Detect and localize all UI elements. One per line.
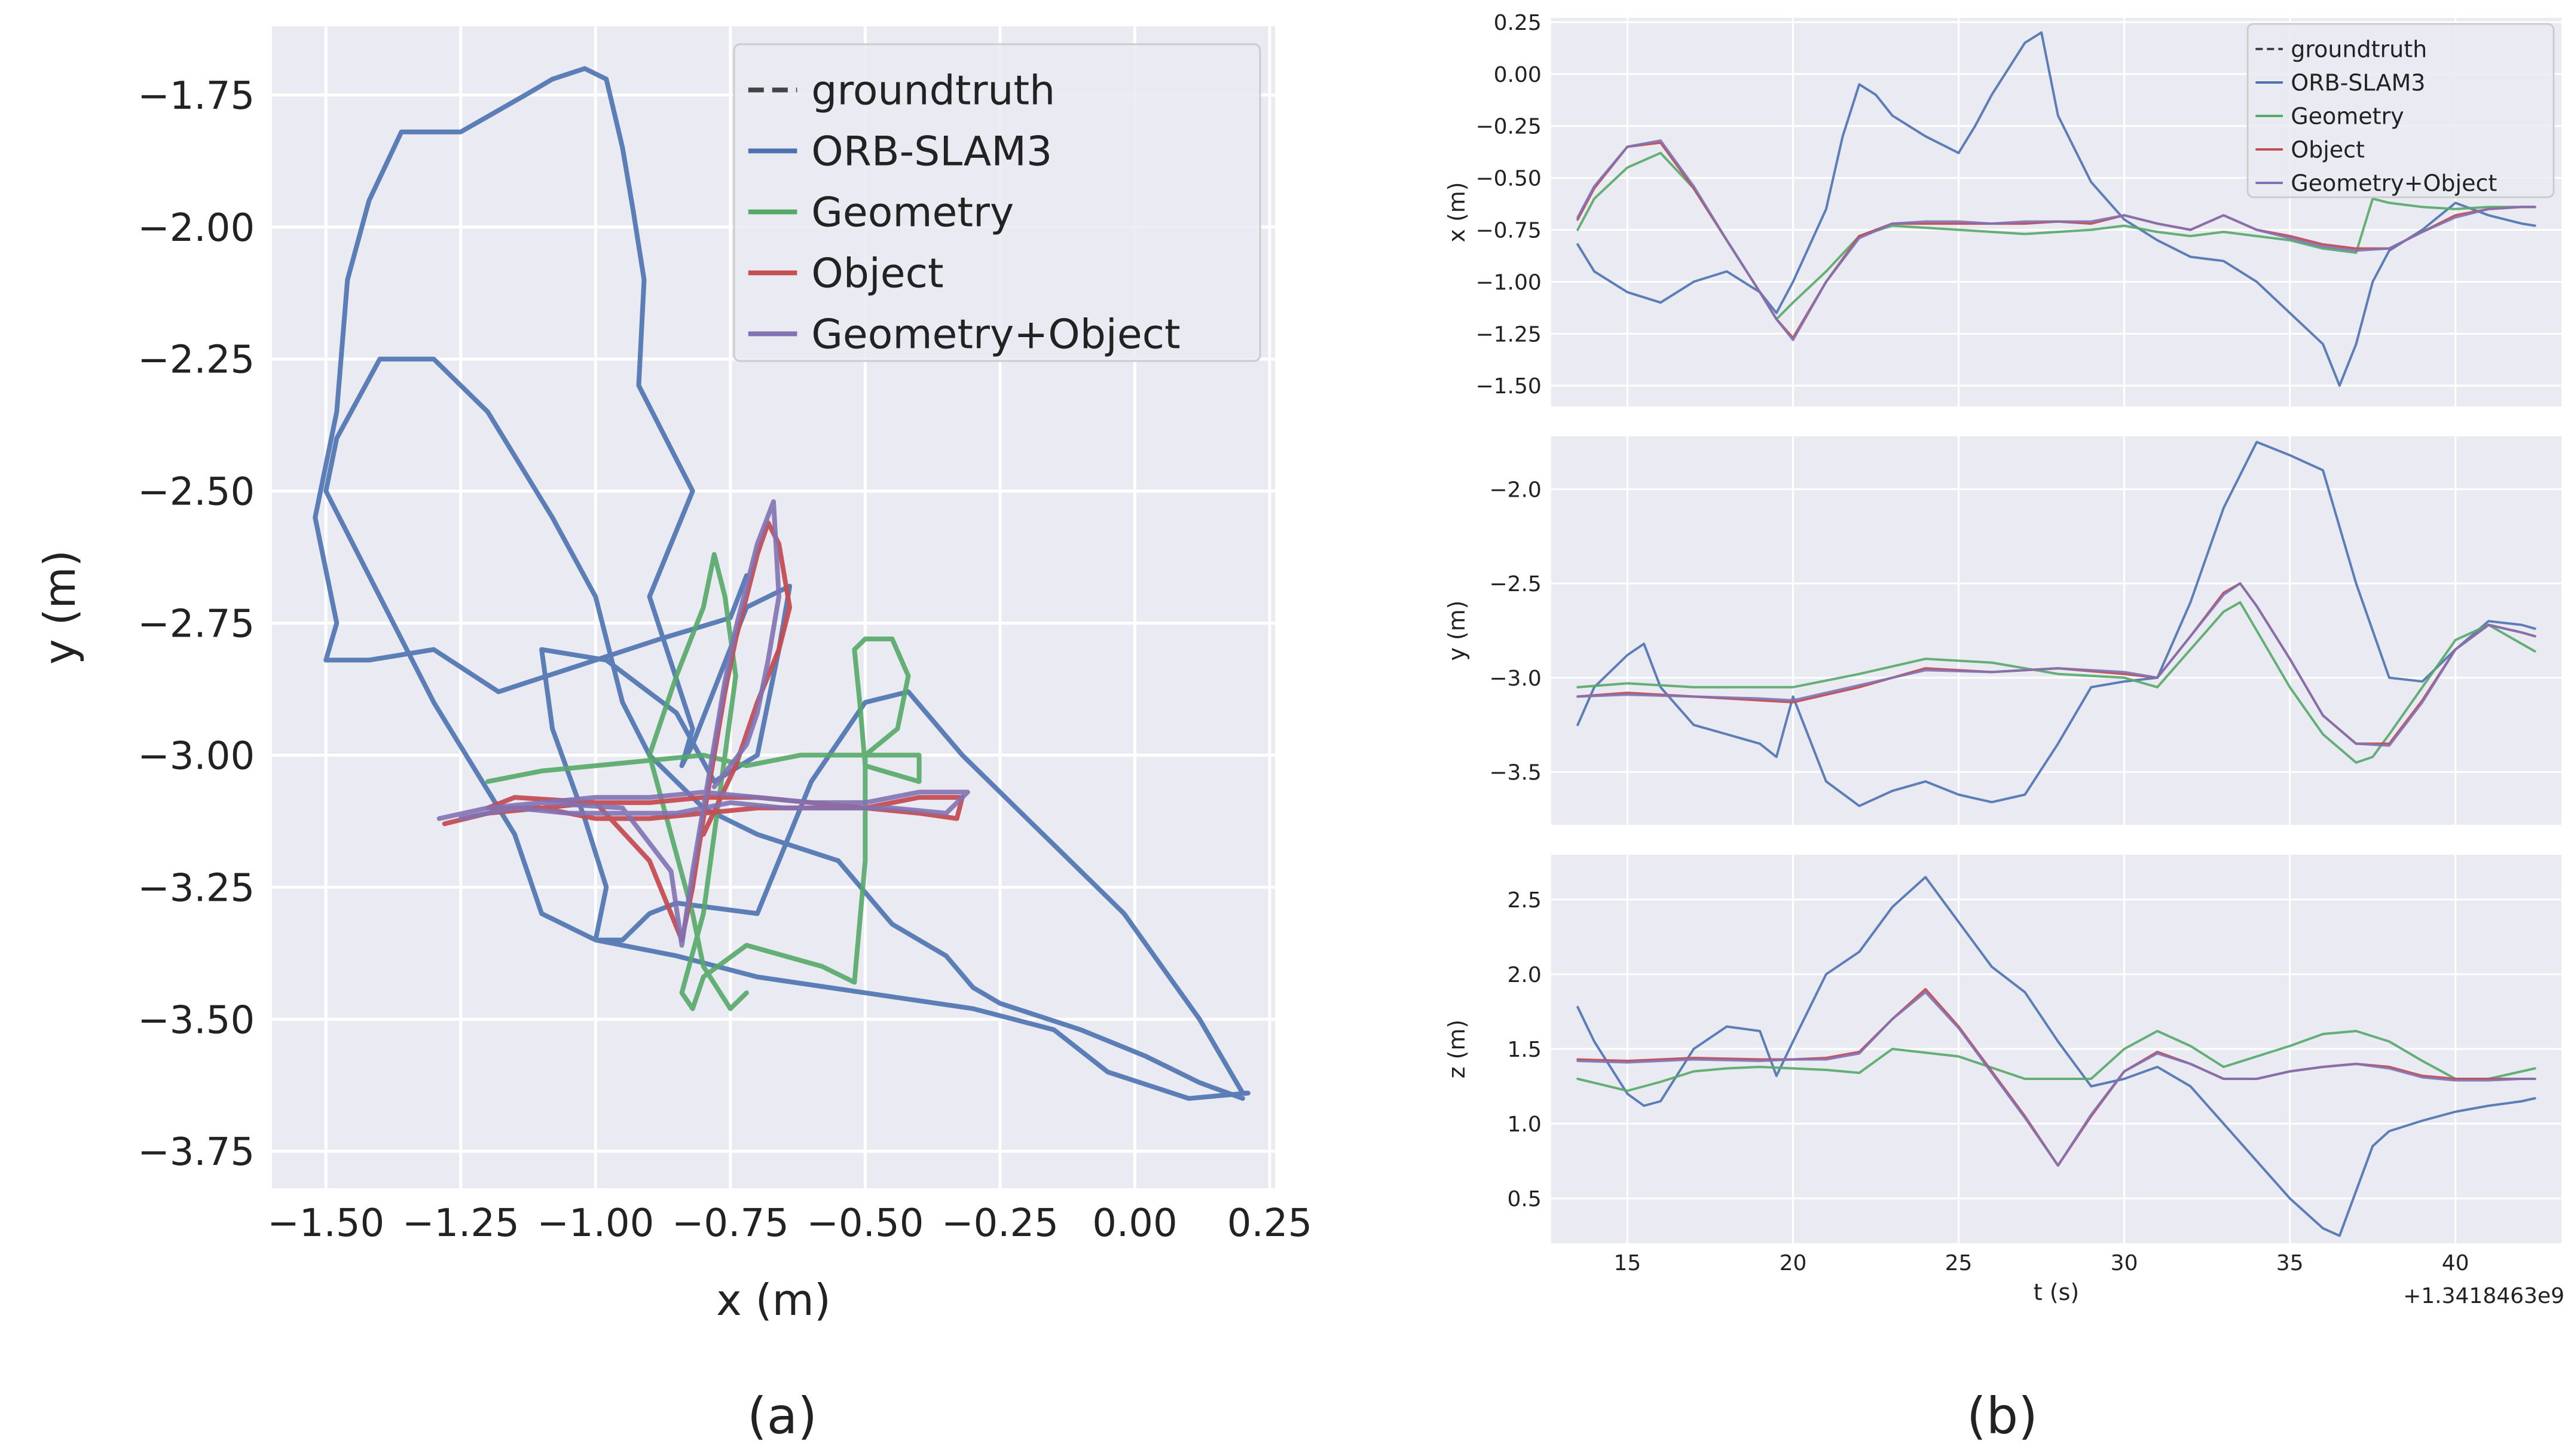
y-tick-label: 2.5 [1508,888,1542,913]
x-tick-label: −0.50 [806,1201,924,1246]
plot-background [1551,436,2561,825]
x-tick-label: 25 [1945,1251,1973,1275]
legend-label-geometry: Geometry [2291,103,2404,129]
y-tick-label: −1.00 [1475,270,1541,295]
x-tick-label: 0.00 [1092,1201,1178,1246]
x-tick-label: −1.25 [402,1201,519,1246]
y-axis-label: x (m) [1444,182,1470,242]
legend-box [2246,23,2555,198]
caption-b: (b) [1967,1387,2038,1445]
x-tick-label: 0.25 [1227,1201,1313,1246]
x-tick-label: −0.25 [941,1201,1059,1246]
panel-b-x-plot: 0.25 0.00 −0.25 −0.50 −0.75 −1.00 −1.25 −1.50 x … [1444,11,2561,406]
y-axis-label: z (m) [1444,1020,1470,1079]
y-tick-label: −1.25 [1475,322,1541,347]
y-tick-label: −2.5 [1489,572,1541,597]
series-line-geometry-object [1576,139,2536,341]
y-tick-label: −0.75 [1475,219,1541,243]
y-axis-label: y (m) [35,550,85,665]
series-line-orb-slam3 [313,66,1251,1101]
y-tick-label: 1.0 [1508,1112,1542,1137]
y-tick-label: −3.5 [1489,761,1541,785]
legend-label-orb-slam3: ORB-SLAM3 [811,128,1052,175]
y-tick-label: −0.25 [1475,115,1541,139]
x-tick-label: −0.75 [672,1201,789,1246]
y-tick-label: −3.75 [137,1130,255,1174]
series-line-orb-slam3 [1576,876,2536,1237]
x-tick-label: −1.00 [537,1201,654,1246]
legend-label-object: Object [811,250,943,297]
x-axis-label: x (m) [716,1275,831,1325]
y-tick-label: 1.5 [1508,1038,1542,1062]
x-tick-label: −1.50 [267,1201,384,1246]
y-tick-label: −1.75 [137,74,255,118]
legend-label-orb-slam3: ORB-SLAM3 [2291,69,2425,96]
y-tick-label: 0.25 [1494,11,1542,35]
y-tick-label: −2.50 [137,470,255,515]
legend-label-groundtruth: groundtruth [2291,36,2427,62]
y-tick-label: −1.50 [1475,374,1541,399]
y-tick-label: −2.00 [137,206,255,250]
y-tick-label: −3.0 [1489,666,1541,691]
legend: groundtruth ORB-SLAM3 Geometry Object Geomet… [2246,23,2555,198]
series-line-geometry [1576,601,2536,764]
series-line-geometry [1576,1030,2536,1092]
legend-label-geometry-object: Geometry+Object [811,311,1181,358]
legend-box [733,43,1261,362]
series-line-geometry [485,552,922,1011]
x-axis-offset: +1.3418463e9 [2403,1284,2564,1308]
legend: groundtruth ORB-SLAM3 Geometry Object Geomet… [733,43,1261,362]
y-tick-label: 2.0 [1508,963,1542,987]
y-tick-label: −3.25 [137,866,255,910]
x-tick-label: 20 [1780,1251,1807,1275]
panel-b-y-plot: −2.0 −2.5 −3.0 −3.5 y (m) [1444,436,2561,825]
panel-a-trajectory-plot: −1.50 −1.25 −1.00 −0.75 −0.50 −0.25 0.00 0.25 −1… [35,26,1312,1325]
legend-label-groundtruth: groundtruth [811,67,1055,114]
x-tick-label: 30 [2111,1251,2138,1275]
y-tick-label: −0.50 [1475,167,1541,191]
y-tick-label: 0.5 [1508,1187,1542,1212]
x-axis-label: t (s) [2034,1279,2079,1305]
legend-label-geometry-object: Geometry+Object [2291,170,2497,196]
legend-label-geometry: Geometry [811,189,1014,236]
series-line-geometry-object [436,499,970,948]
y-tick-label: −2.75 [137,602,255,647]
series-line-geometry-object [1576,582,2536,747]
panel-b-z-plot: 15 20 25 30 35 40 0.5 1.0 1.5 2.0 2.5 z (m) t (s) +1.… [1444,855,2564,1308]
y-tick-label: −3.00 [137,734,255,778]
y-tick-label: −2.0 [1489,478,1541,502]
x-tick-label: 35 [2276,1251,2304,1275]
series-line-geometry-object [1576,991,2536,1167]
y-tick-label: −3.50 [137,998,255,1042]
y-axis-label: y (m) [1444,600,1470,660]
y-tick-label: 0.00 [1494,63,1542,87]
x-tick-label: 15 [1614,1251,1641,1275]
x-tick-label: 40 [2442,1251,2469,1275]
caption-a: (a) [747,1387,818,1445]
series-line-orb-slam3 [1576,441,2536,807]
legend-label-object: Object [2291,136,2365,163]
y-tick-label: −2.25 [137,338,255,383]
